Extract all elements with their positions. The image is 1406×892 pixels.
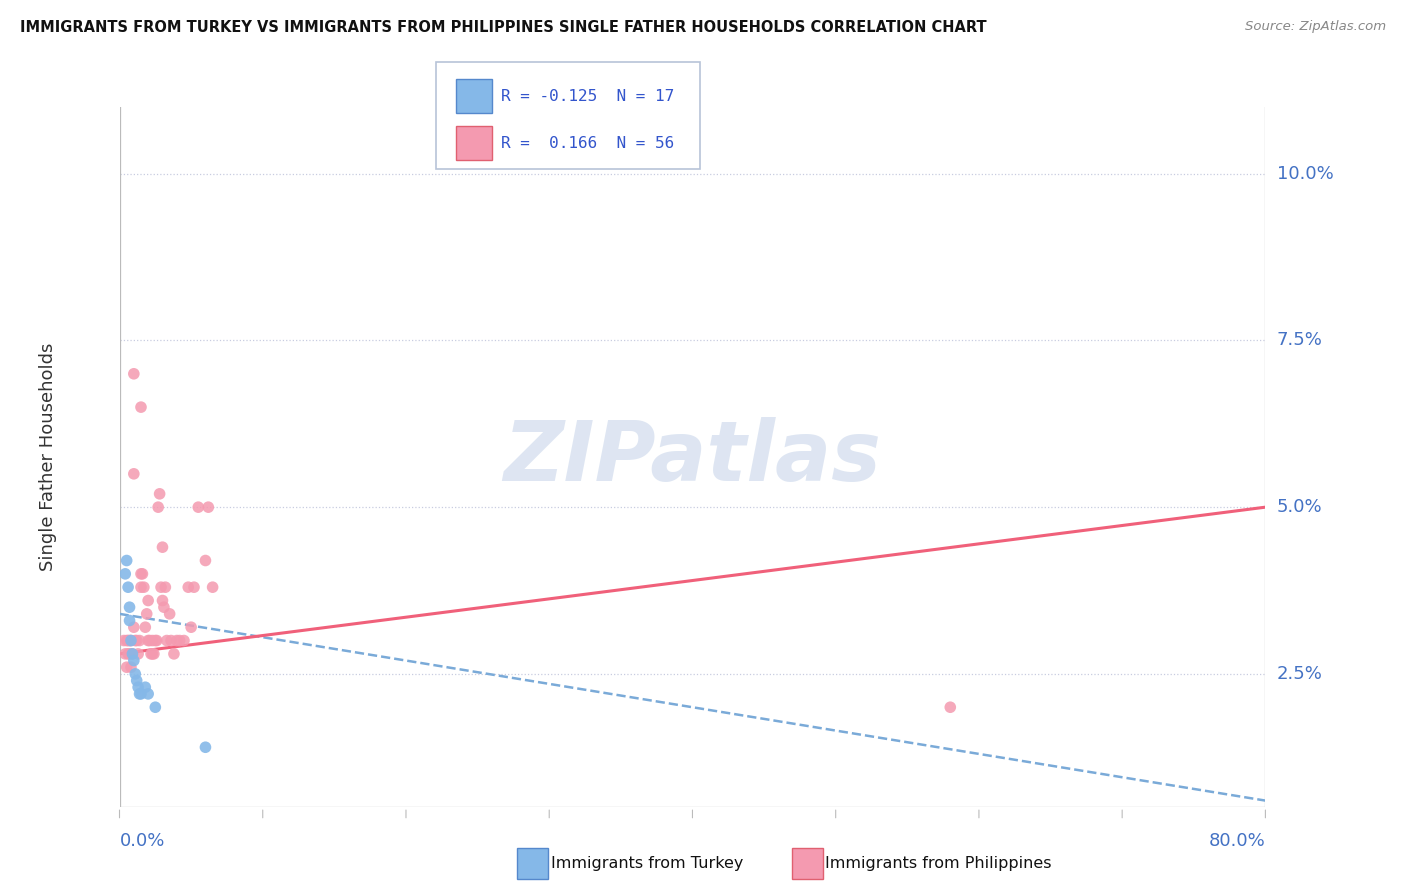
Text: Immigrants from Philippines: Immigrants from Philippines [825, 856, 1052, 871]
Point [169, 633, 191, 648]
Point [128, 687, 150, 701]
Point [152, 593, 174, 607]
Point [183, 580, 205, 594]
Point [197, 500, 219, 515]
Point [128, 633, 150, 648]
Point [136, 633, 159, 648]
Text: 2.5%: 2.5% [1277, 665, 1323, 683]
Point [152, 540, 174, 554]
Point [120, 633, 142, 648]
Point [122, 367, 145, 381]
Point [139, 647, 162, 661]
Point [125, 673, 148, 688]
Point [127, 647, 149, 661]
Point [122, 620, 145, 634]
Point [143, 633, 166, 648]
Point [156, 633, 179, 648]
Point [117, 633, 139, 648]
Point [121, 647, 143, 661]
Point [939, 700, 962, 714]
Text: Single Father Households: Single Father Households [39, 343, 58, 572]
Point [125, 633, 148, 648]
Point [141, 647, 163, 661]
Text: Source: ZipAtlas.com: Source: ZipAtlas.com [1246, 20, 1386, 33]
Point [142, 647, 165, 661]
Point [115, 633, 138, 648]
Point [121, 647, 143, 661]
Text: 0.0%: 0.0% [120, 832, 165, 850]
Point [118, 614, 141, 628]
Point [117, 580, 139, 594]
Point [122, 467, 145, 481]
Point [194, 553, 217, 567]
Point [145, 633, 167, 648]
Point [159, 607, 181, 621]
Text: ZIPatlas: ZIPatlas [503, 417, 882, 498]
Point [136, 593, 159, 607]
Point [148, 500, 170, 515]
Point [124, 666, 146, 681]
Point [120, 633, 142, 648]
Point [160, 633, 183, 648]
Point [143, 700, 166, 714]
Point [122, 654, 145, 668]
Text: R = -0.125  N = 17: R = -0.125 N = 17 [501, 89, 673, 103]
Point [166, 633, 188, 648]
Point [124, 633, 146, 648]
Point [180, 620, 202, 634]
Point [129, 400, 152, 414]
Text: 10.0%: 10.0% [1277, 165, 1333, 183]
Point [155, 580, 177, 594]
Point [115, 660, 138, 674]
Point [118, 600, 141, 615]
Text: IMMIGRANTS FROM TURKEY VS IMMIGRANTS FROM PHILIPPINES SINGLE FATHER HOUSEHOLDS C: IMMIGRANTS FROM TURKEY VS IMMIGRANTS FRO… [20, 20, 987, 35]
Point [150, 580, 173, 594]
Text: R =  0.166  N = 56: R = 0.166 N = 56 [501, 136, 673, 151]
Point [173, 633, 195, 648]
Point [129, 687, 152, 701]
Point [114, 566, 136, 581]
Point [118, 633, 141, 648]
Point [115, 553, 138, 567]
Point [132, 580, 155, 594]
Point [187, 500, 209, 515]
Point [177, 580, 200, 594]
Point [117, 647, 139, 661]
Point [129, 580, 152, 594]
Point [136, 687, 159, 701]
Point [201, 580, 224, 594]
Text: 5.0%: 5.0% [1277, 498, 1322, 516]
Point [149, 487, 172, 501]
Point [141, 633, 163, 648]
Point [129, 566, 152, 581]
Point [127, 680, 149, 694]
Point [138, 633, 160, 648]
Point [153, 600, 176, 615]
Point [163, 647, 186, 661]
Point [118, 647, 141, 661]
Point [131, 566, 153, 581]
Point [134, 620, 156, 634]
Point [114, 647, 136, 661]
Point [112, 633, 135, 648]
Text: 80.0%: 80.0% [1209, 832, 1265, 850]
Point [120, 660, 142, 674]
Point [194, 740, 217, 755]
Text: 7.5%: 7.5% [1277, 332, 1323, 350]
Point [135, 607, 157, 621]
Point [134, 680, 156, 694]
Text: Immigrants from Turkey: Immigrants from Turkey [551, 856, 744, 871]
